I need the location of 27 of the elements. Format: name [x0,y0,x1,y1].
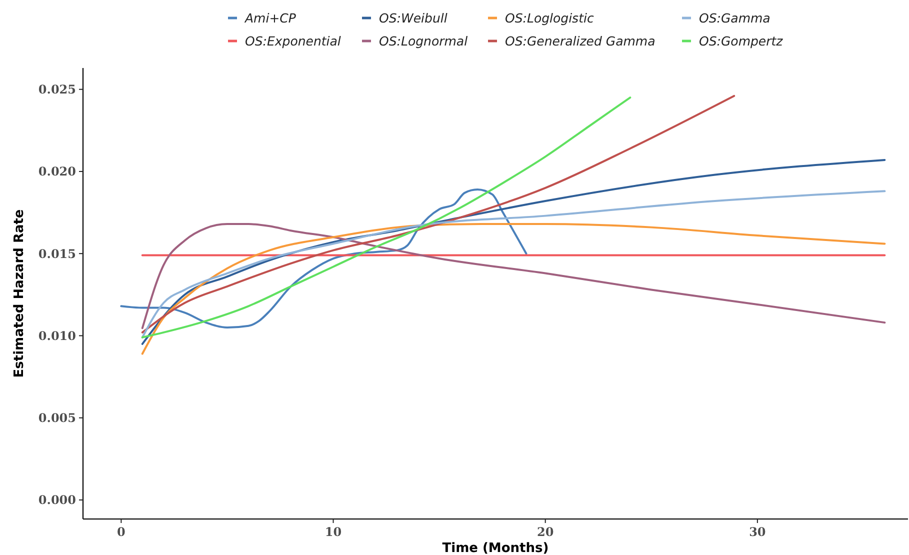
legend-label: OS:Weibull [379,10,448,26]
x-tick-label: 0 [116,525,126,539]
x-axis-title: Time (Months) [442,541,549,555]
line-series [141,94,736,334]
y-tick-label: 0.025 [38,82,76,97]
legend-label: OS:Lognormal [379,33,468,48]
legend-label: OS:Exponential [245,33,342,48]
line-series [141,158,886,345]
legend-label: OS:Generalized Gamma [505,33,656,48]
x-tick-label: 10 [324,525,342,539]
line-series [120,188,528,328]
legend-label: OS:Gamma [699,10,770,26]
x-tick-label: 30 [749,525,766,539]
line-series [141,223,886,355]
y-tick-label: 0.010 [38,328,76,343]
line-series [141,96,632,338]
y-tick-label: 0.020 [38,164,76,179]
legend-label: OS:Gompertz [699,33,784,48]
x-tick-label: 20 [536,525,554,539]
legend-label: Ami+CP [244,10,296,26]
line-series [141,223,886,330]
line-series [141,190,886,338]
y-tick-label: 0.000 [38,493,76,508]
legend-label: OS:Loglogistic [505,10,594,26]
y-tick-label: 0.015 [38,246,76,261]
y-axis-title: Estimated Hazard Rate [12,209,27,378]
y-tick-label: 0.005 [38,411,76,426]
